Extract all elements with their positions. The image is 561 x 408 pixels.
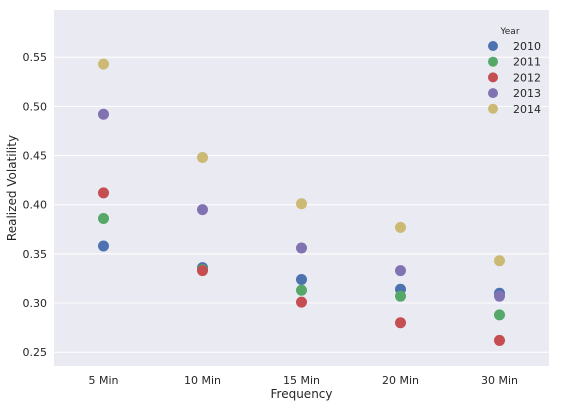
legend-label-2011: 2011: [513, 56, 541, 69]
data-point-2011: [494, 309, 505, 321]
data-point-2014: [296, 198, 307, 210]
data-points: [98, 58, 505, 346]
data-point-2013: [296, 242, 307, 254]
legend-marker-2012: [488, 72, 498, 83]
data-point-2012: [98, 187, 109, 199]
data-point-2012: [494, 334, 505, 346]
data-point-2010: [98, 240, 109, 252]
data-point-2014: [197, 152, 208, 164]
data-point-2010: [296, 273, 307, 285]
data-point-2012: [296, 296, 307, 308]
data-point-2014: [395, 221, 406, 233]
y-tick-label: 0.50: [23, 100, 48, 113]
x-tick-label: 5 Min: [88, 374, 118, 387]
y-axis-title: Realized Volatility: [5, 135, 19, 241]
data-point-2013: [494, 290, 505, 302]
y-tick-label: 0.25: [23, 346, 48, 359]
data-point-2014: [98, 58, 109, 70]
x-tick-label: 10 Min: [184, 374, 221, 387]
y-tick-labels: 0.25 0.30 0.35 0.40 0.45 0.50 0.55: [23, 51, 48, 359]
data-point-2011: [395, 290, 406, 302]
data-point-2012: [395, 317, 406, 329]
legend-marker-2013: [488, 88, 498, 99]
y-tick-label: 0.55: [23, 51, 48, 64]
plot-area: [54, 10, 549, 366]
y-tick-label: 0.35: [23, 248, 48, 261]
data-point-2011: [296, 284, 307, 296]
data-point-2013: [197, 204, 208, 216]
legend-label-2012: 2012: [513, 71, 541, 84]
legend-marker-2010: [488, 41, 498, 51]
data-point-2012: [197, 265, 208, 277]
legend-label-2014: 2014: [513, 103, 541, 116]
grid-lines: [54, 56, 549, 353]
legend-label-2010: 2010: [513, 40, 541, 53]
data-point-2013: [98, 108, 109, 120]
x-tick-label: 30 Min: [481, 374, 518, 387]
legend-title: Year: [499, 27, 519, 37]
legend-marker-2014: [488, 103, 498, 114]
x-axis-title: Frequency: [271, 387, 333, 401]
y-tick-label: 0.30: [23, 297, 48, 310]
y-tick-label: 0.45: [23, 150, 48, 163]
legend-marker-2011: [488, 56, 498, 67]
legend-label-2013: 2013: [513, 87, 541, 100]
data-point-2011: [98, 212, 109, 224]
x-tick-label: 20 Min: [382, 374, 419, 387]
y-tick-label: 0.40: [23, 199, 48, 212]
data-point-2013: [395, 265, 406, 277]
legend: Year 2010 2011 2012 2013 2014: [488, 27, 541, 116]
x-tick-label: 15 Min: [283, 374, 320, 387]
x-tick-labels: 5 Min 10 Min 15 Min 20 Min 30 Min: [88, 374, 518, 387]
data-point-2014: [494, 255, 505, 267]
